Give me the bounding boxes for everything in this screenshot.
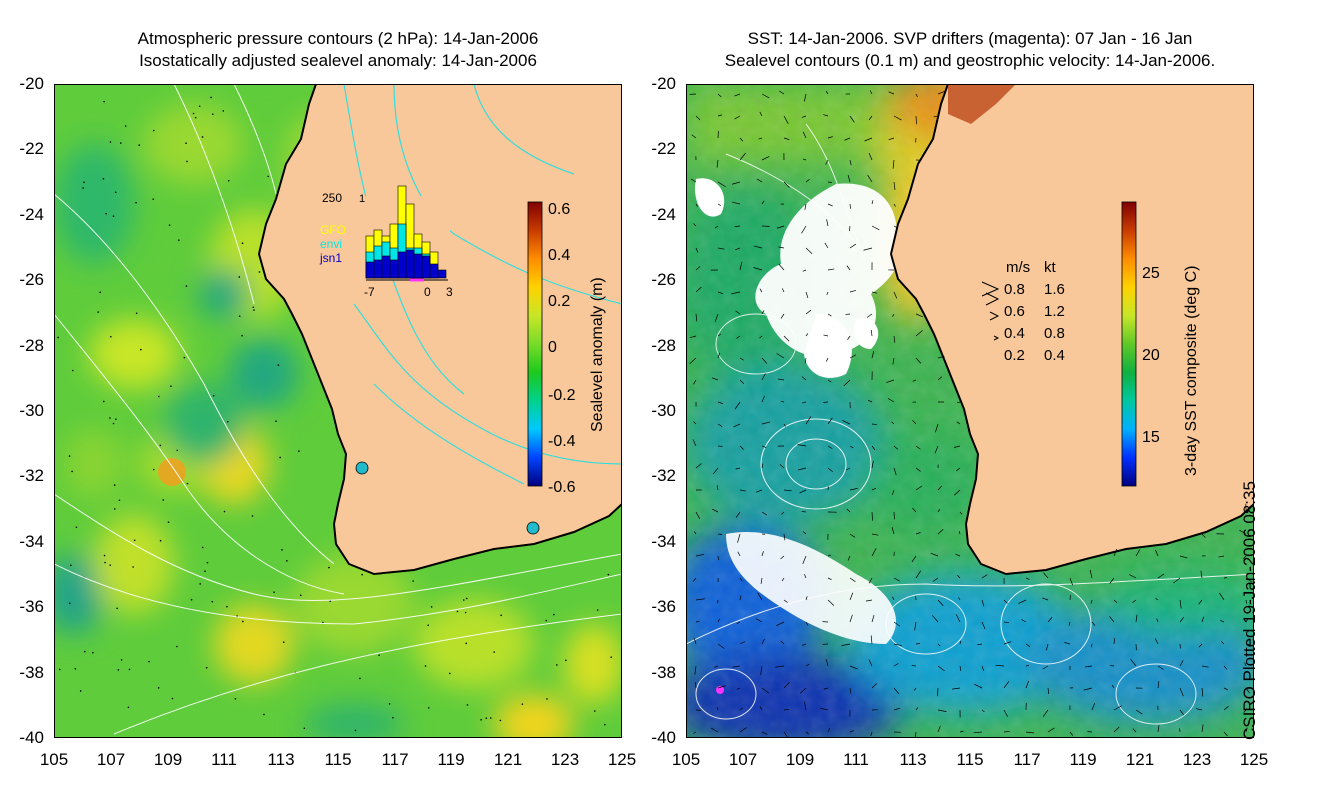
right-title-line-1: SST: 14-Jan-2006. SVP drifters (magenta)…: [747, 29, 1193, 48]
velocity-key-ms: 0.6: [1004, 303, 1025, 320]
y-tick-label: -28: [19, 336, 44, 355]
right-map-title: SST: 14-Jan-2006. SVP drifters (magenta)…: [660, 28, 1280, 72]
colorbar-tick: 0.2: [548, 293, 570, 310]
left-map-title: Atmospheric pressure contours (2 hPa): 1…: [48, 28, 628, 72]
y-tick-label: -32: [19, 466, 44, 485]
y-tick-label: -36: [651, 597, 676, 616]
x-tick-label: 117: [1013, 750, 1041, 769]
y-tick-label: -38: [651, 663, 676, 682]
y-tick-label: -26: [651, 270, 676, 289]
track-dots: [57, 96, 613, 732]
y-tick-label: -24: [19, 205, 44, 224]
x-tick-label: 111: [843, 750, 869, 769]
y-tick-label: -40: [19, 728, 44, 747]
x-tick-label: 107: [728, 750, 758, 769]
altimeter-inset-histogram: 250 1 GFO envi jsn1 -7 0 3: [319, 185, 453, 299]
y-tick-label: -34: [19, 532, 44, 551]
colorbar-tick: 0.6: [548, 201, 570, 218]
velocity-key-kt: 0.4: [1044, 347, 1065, 364]
y-tick-label: -20: [651, 74, 676, 93]
x-tick-label: 113: [899, 750, 927, 769]
sst-colorbar-tick: 15: [1142, 429, 1160, 446]
x-tick-label: 105: [671, 750, 701, 769]
x-tick-label: 125: [1239, 750, 1269, 769]
y-tick-label: -38: [19, 663, 44, 682]
plot-credit: CSIRO Plotted 19-Jan-2006 08:35: [1240, 481, 1259, 740]
velocity-key-kt: 1.6: [1044, 281, 1065, 298]
y-tick-label: -22: [19, 139, 44, 158]
velocity-key-ms-header: m/s: [1006, 259, 1030, 276]
pressure-contours-ocean: [54, 84, 622, 735]
velocity-key-kt-header: kt: [1044, 259, 1057, 276]
australia-land: [889, 84, 1254, 576]
cloud-mask: [695, 178, 899, 644]
sst-colorbar-tick: 20: [1142, 347, 1160, 364]
y-tick-label: -30: [651, 401, 676, 420]
velocity-key: m/s kt 0.8 1.6 0.6 1.2 0.4 0.8 0.2 0.4: [981, 259, 1065, 364]
y-tick-label: -40: [651, 728, 676, 747]
y-tick-label: -34: [651, 532, 676, 551]
right-title-line-2: Sealevel contours (0.1 m) and geostrophi…: [724, 51, 1216, 70]
geostrophic-velocity-arrows: [689, 90, 1252, 738]
x-tick-label: 115: [324, 750, 352, 769]
x-tick-label: 115: [956, 750, 984, 769]
left-sealevel-map: 250 1 GFO envi jsn1 -7 0 3 0.6: [54, 84, 622, 738]
y-tick-label: -24: [651, 205, 676, 224]
sealevel-colorbar: 0.6 0.4 0.2 0 -0.2 -0.4 -0.6 Sealevel an…: [527, 201, 606, 496]
sst-colorbar-tick: 25: [1142, 265, 1160, 282]
x-tick-label: 117: [381, 750, 409, 769]
velocity-key-kt: 0.8: [1044, 325, 1065, 342]
x-tick-label: 123: [550, 750, 580, 769]
colorbar-tick: -0.6: [548, 479, 576, 496]
x-tick-label: 109: [785, 750, 815, 769]
histogram-x-label-zero: 0: [424, 285, 431, 299]
velocity-key-ms: 0.4: [1004, 325, 1025, 342]
sst-colorbar: 25 20 15 3-day SST composite (deg C): [1121, 201, 1200, 487]
histogram-x-label-min: -7: [364, 285, 375, 299]
x-tick-label: 121: [1125, 750, 1155, 769]
x-tick-label: 125: [607, 750, 637, 769]
velocity-key-ms: 0.2: [1004, 347, 1025, 364]
x-tick-label: 105: [39, 750, 69, 769]
y-tick-label: -36: [19, 597, 44, 616]
colorbar-label: Sealevel anomaly (m): [589, 277, 606, 432]
x-tick-label: 123: [1182, 750, 1212, 769]
legend-gfo: GFO: [320, 223, 346, 237]
colorbar-tick: 0: [548, 339, 557, 356]
sealevel-contours: [686, 123, 1254, 725]
left-title-line-2: Isostatically adjusted sealevel anomaly:…: [139, 51, 537, 70]
histogram-y-top-label: 250: [322, 191, 342, 205]
right-sst-map: m/s kt 0.8 1.6 0.6 1.2 0.4 0.8 0.2 0.4: [686, 84, 1254, 738]
sst-colorbar-label: 3-day SST composite (deg C): [1183, 266, 1200, 476]
x-tick-label: 119: [1069, 750, 1097, 769]
x-tick-label: 121: [493, 750, 523, 769]
left-title-line-1: Atmospheric pressure contours (2 hPa): 1…: [137, 29, 539, 48]
y-tick-label: -32: [651, 466, 676, 485]
velocity-key-ms: 0.8: [1004, 281, 1025, 298]
x-tick-label: 119: [437, 750, 465, 769]
x-tick-label: 107: [96, 750, 126, 769]
legend-jsn1: jsn1: [319, 251, 342, 265]
x-tick-label: 113: [267, 750, 295, 769]
y-tick-label: -30: [19, 401, 44, 420]
histogram-y-mid-label: 1: [359, 193, 365, 205]
y-tick-label: -26: [19, 270, 44, 289]
legend-envi: envi: [320, 237, 342, 251]
velocity-key-kt: 1.2: [1044, 303, 1065, 320]
y-tick-label: -20: [19, 74, 44, 93]
colorbar-tick: -0.2: [548, 387, 576, 404]
y-tick-label: -28: [651, 336, 676, 355]
y-tick-label: -22: [651, 139, 676, 158]
x-tick-label: 111: [211, 750, 237, 769]
histogram-x-label-max: 3: [446, 285, 453, 299]
x-tick-label: 109: [153, 750, 183, 769]
colorbar-tick: 0.4: [548, 247, 570, 264]
colorbar-tick: -0.4: [548, 433, 576, 450]
